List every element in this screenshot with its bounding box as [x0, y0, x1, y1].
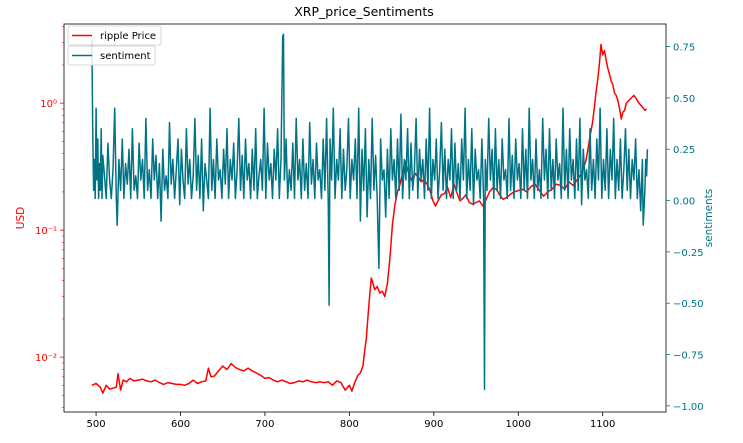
series-line-ripple-price	[91, 43, 648, 394]
y-right-tick-label: −0.25	[673, 248, 704, 259]
y-axis-right-label: sentiments	[703, 189, 715, 248]
y-axis-left-label: USD	[15, 207, 27, 229]
legend-price-label: ripple Price	[100, 31, 156, 42]
legend-sentiment-label: sentiment	[100, 51, 151, 62]
y-right-tick-label: 0.75	[673, 43, 695, 54]
y-axis-left: 10⁻² 10⁻¹ 10⁰	[35, 26, 64, 408]
x-tick-label: 1100	[590, 419, 615, 430]
series-layer	[91, 33, 649, 394]
y-left-tick-label: 10⁰	[40, 99, 57, 110]
y-right-tick-label: −1.00	[673, 402, 704, 413]
legend-sentiment: sentiment	[67, 45, 156, 66]
y-right-tick-label: 0.00	[673, 197, 695, 208]
x-tick-label: 800	[340, 419, 359, 430]
y-axis-right: −1.00 −0.75 −0.50 −0.25 0.00 0.25 0.50 0.75	[666, 43, 704, 413]
x-tick-label: 1000	[506, 419, 531, 430]
plot-frame	[63, 23, 667, 413]
chart-title: XRP_price_Sentiments	[294, 4, 434, 19]
y-right-tick-label: −0.50	[673, 299, 704, 310]
x-tick-label: 600	[171, 419, 190, 430]
legend-price: ripple Price	[67, 25, 162, 46]
legend-price-box	[67, 25, 162, 46]
series-line-sentiment	[91, 33, 649, 391]
y-right-tick-label: −0.75	[673, 351, 704, 362]
y-right-tick-label: 0.50	[673, 94, 695, 105]
y-left-tick-label: 10⁻²	[35, 353, 57, 364]
y-right-tick-label: 0.25	[673, 145, 695, 156]
x-tick-label: 500	[87, 419, 106, 430]
y-left-tick-label: 10⁻¹	[35, 226, 57, 237]
x-axis: 500 600 700 800 900 1000 1100	[87, 412, 615, 430]
x-tick-label: 700	[255, 419, 274, 430]
plot-area	[63, 23, 667, 413]
legend-sentiment-box	[67, 45, 156, 66]
x-tick-label: 900	[424, 419, 443, 430]
